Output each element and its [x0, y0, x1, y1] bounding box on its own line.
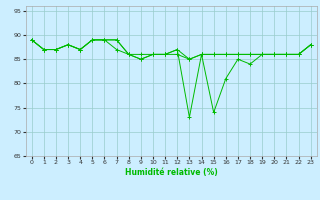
X-axis label: Humidité relative (%): Humidité relative (%) — [125, 168, 218, 177]
